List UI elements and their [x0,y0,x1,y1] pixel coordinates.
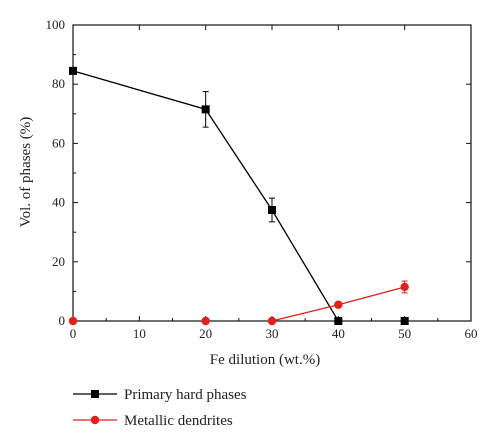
plot-frame [72,24,472,322]
y-tick-label: 60 [52,135,65,150]
legend-marker [91,390,99,398]
x-tick-label: 20 [199,326,212,341]
y-tick-label: 80 [52,76,65,91]
series-line [72,70,339,322]
y-tick-label: 100 [46,17,66,32]
series-layer [68,66,409,326]
series-1 [68,280,409,326]
y-tick-label: 40 [52,195,65,210]
plot-border [72,24,472,322]
x-tick-label: 30 [266,326,279,341]
y-axis-title: Vol. of phases (%) [18,117,34,228]
data-point [268,206,276,214]
x-tick-label: 40 [332,326,345,341]
data-point [334,317,343,325]
data-point [69,66,77,75]
data-point [201,316,210,326]
legend: Primary hard phases Metallic dendrites [73,387,247,429]
x-axis: 0 10 20 30 40 50 60 [70,25,478,341]
x-tick-label: 60 [465,326,478,341]
data-point [201,105,210,114]
legend-label: Metallic dendrites [124,413,233,429]
legend-label: Primary hard phases [124,387,247,403]
series-0 [69,66,409,325]
x-axis-title: Fe dilution (wt.%) [210,352,320,368]
data-point [400,282,409,292]
data-point [68,316,78,326]
x-tick-label: 50 [398,326,411,341]
data-point [400,317,409,325]
data-point [267,316,277,326]
data-point [334,300,343,309]
x-tick-label: 0 [70,326,77,341]
y-tick-label: 20 [52,254,65,269]
legend-marker [90,415,100,425]
y-axis: 0 20 40 60 80 100 [46,17,471,328]
y-tick-label: 0 [59,313,66,328]
x-tick-label: 10 [133,326,146,341]
